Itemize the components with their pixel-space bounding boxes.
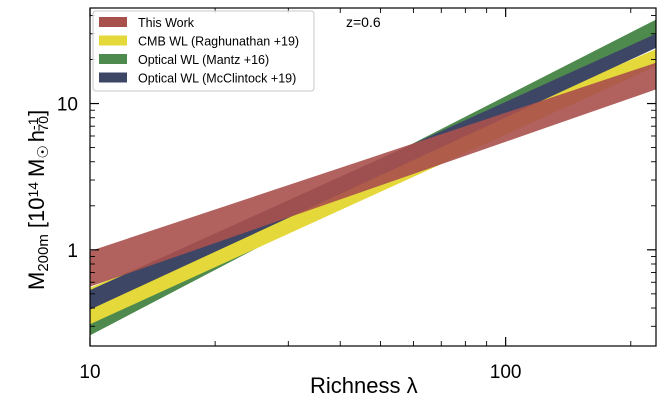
legend-swatch	[99, 35, 127, 46]
y-title-h-sub: 70	[35, 116, 51, 132]
legend-swatch	[99, 54, 127, 64]
legend-swatch	[99, 72, 127, 83]
y-title-exp: 14	[25, 182, 41, 198]
y-title-h-exp: -1	[25, 117, 41, 130]
y-title-msun: M	[24, 159, 49, 177]
legend: This Work CMB WL (Raghunathan +19) Optical…	[92, 10, 315, 92]
legend-frame	[92, 10, 315, 92]
y-tick-label: 10	[57, 95, 78, 116]
legend-label: Optical WL (McClintock +19)	[138, 72, 296, 86]
bands	[90, 19, 656, 336]
y-title-bracket-close: ]	[24, 110, 49, 116]
y-title-h: h	[24, 130, 49, 142]
y-title-sub: 200m	[35, 234, 52, 272]
y-axis-title: M200m[1014M☉h-170]	[24, 110, 52, 290]
legend-label: CMB WL (Raghunathan +19)	[138, 35, 299, 49]
axis-ticks: 10 100 1 10	[57, 8, 656, 383]
y-title-bracket-open: [10	[24, 198, 49, 229]
legend-label: Optical WL (Mantz +16)	[138, 53, 269, 67]
y-title-main: M	[24, 272, 49, 290]
sun-symbol: ☉	[35, 145, 52, 158]
plot-frame	[89, 7, 657, 347]
legend-label: This Work	[138, 16, 195, 30]
legend-swatch	[99, 17, 127, 27]
annotation-z: z=0.6	[346, 14, 381, 30]
x-tick-label: 100	[490, 362, 522, 383]
band-this-work	[90, 62, 656, 287]
y-tick-label: 1	[67, 241, 78, 262]
x-tick-label: 10	[79, 362, 100, 383]
x-axis-title: Richness λ	[310, 373, 418, 398]
